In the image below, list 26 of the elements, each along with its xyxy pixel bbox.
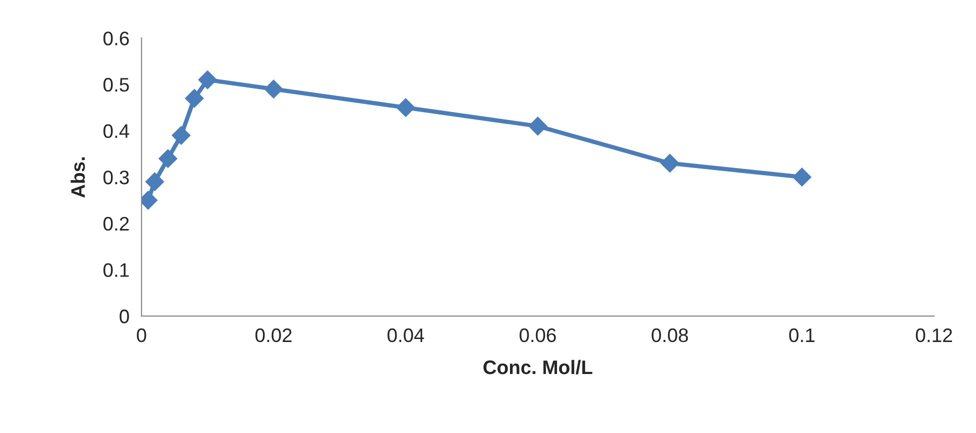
- x-tick-label: 0: [136, 328, 146, 342]
- point: [158, 149, 178, 168]
- x-tick-label: 0.08: [652, 328, 688, 342]
- y-tick-label: 0.3: [103, 170, 129, 184]
- point: [172, 126, 191, 145]
- point: [264, 80, 283, 98]
- x-tick-label: 0.02: [255, 328, 292, 342]
- y-tick-label: 0.1: [103, 263, 129, 277]
- point: [528, 116, 548, 136]
- y-tick-label: 0.2: [103, 216, 129, 231]
- x-tick-label: 0.1: [789, 328, 815, 342]
- y-tick-label: 0: [120, 310, 129, 324]
- x-tick-label: 0.12: [916, 328, 952, 342]
- y-axis-title: Abs.: [70, 157, 85, 198]
- x-tick-label: 0.04: [388, 328, 424, 342]
- y-tick-label: 0.5: [103, 78, 129, 92]
- y-tick-label: 0.4: [103, 124, 130, 138]
- point: [792, 168, 812, 186]
- point: [198, 70, 217, 90]
- point: [660, 154, 680, 173]
- y-tick-label: 0.6: [103, 32, 129, 46]
- point: [145, 172, 164, 192]
- x-tick-label: 0.06: [520, 328, 556, 342]
- point: [184, 88, 204, 108]
- x-axis-title: Conc. Mol/L: [483, 360, 592, 374]
- point: [396, 98, 416, 117]
